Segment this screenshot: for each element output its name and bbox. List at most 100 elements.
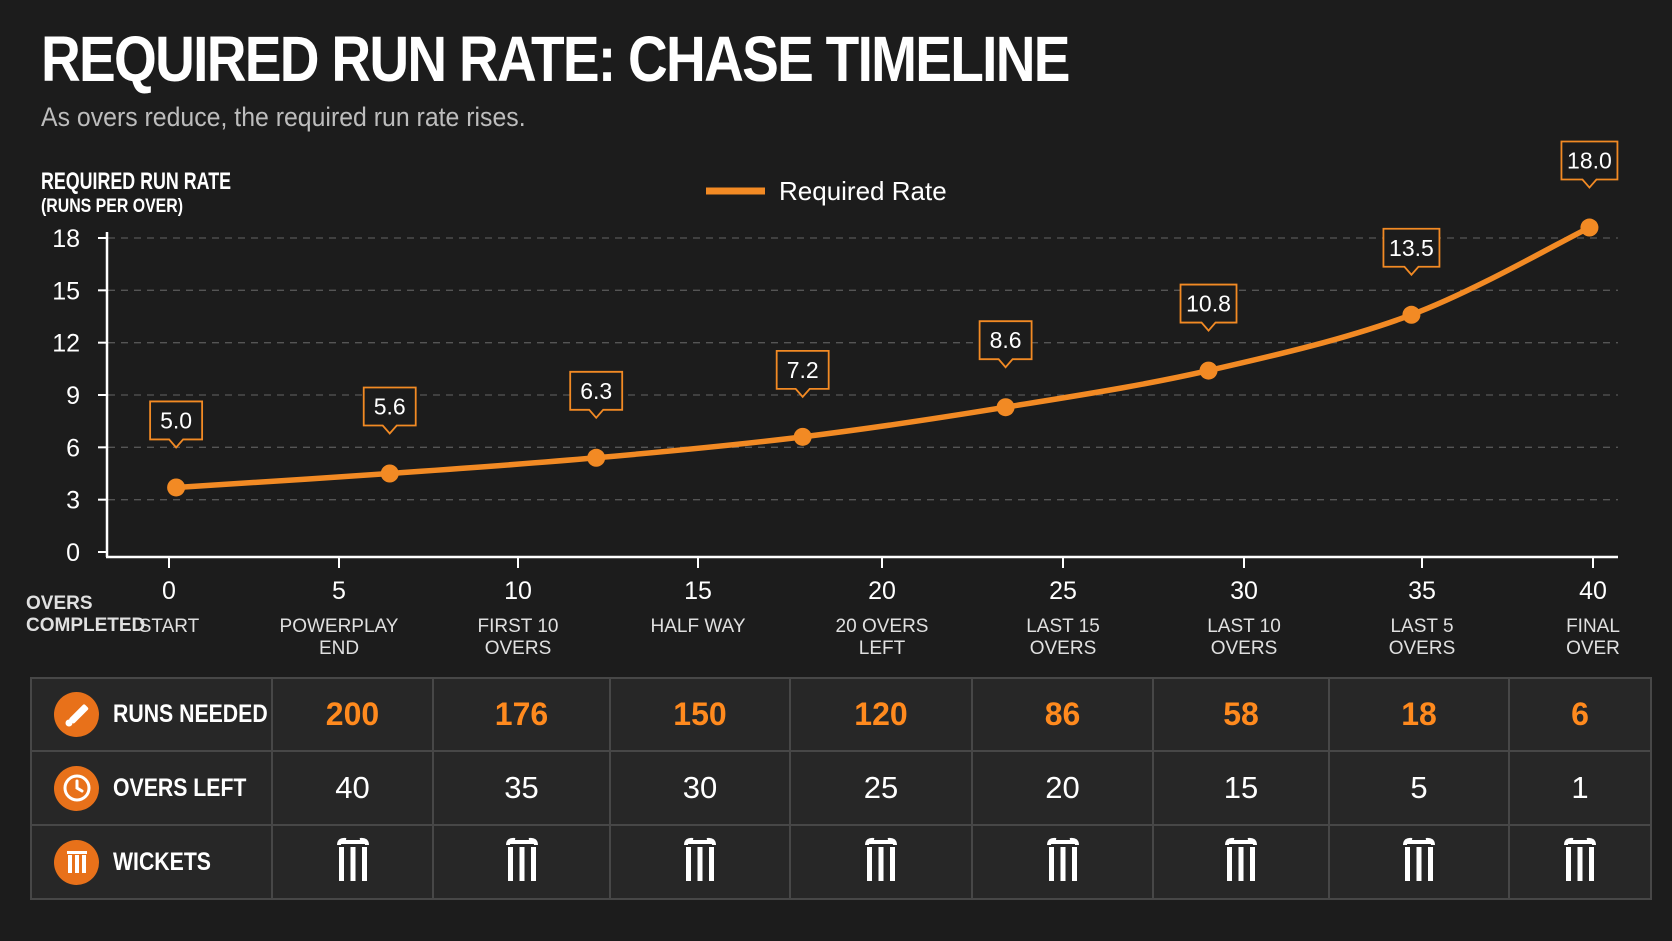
cell-value: 35 bbox=[504, 770, 539, 805]
row-label: OVERS LEFT bbox=[113, 773, 247, 802]
row-header: RUNS NEEDED bbox=[30, 677, 273, 752]
y-axis-subtitle: (RUNS PER OVER) bbox=[41, 196, 183, 217]
data-label: 6.3 bbox=[580, 378, 612, 404]
table-row: WICKETS bbox=[30, 824, 1652, 900]
data-point bbox=[793, 427, 812, 446]
x-tick-label: 35 bbox=[1408, 577, 1436, 605]
clock-icon bbox=[54, 765, 99, 811]
table-cell bbox=[971, 824, 1154, 900]
cell-value: 5 bbox=[1410, 770, 1428, 805]
stumps-icon bbox=[505, 837, 539, 887]
table-cell: 120 bbox=[789, 677, 973, 752]
cell-value: 58 bbox=[1223, 696, 1259, 732]
stumps-icon bbox=[54, 839, 99, 885]
y-tick-label: 15 bbox=[52, 277, 80, 305]
table-cell: 18 bbox=[1328, 677, 1510, 752]
x-tick-sublabel: OVERS bbox=[1389, 638, 1456, 659]
x-tick-sublabel: START bbox=[139, 616, 200, 637]
data-label: 18.0 bbox=[1567, 148, 1612, 174]
row-header: OVERS LEFT bbox=[30, 750, 273, 826]
data-point bbox=[380, 464, 399, 483]
cell-value: 15 bbox=[1223, 770, 1259, 805]
data-label-box bbox=[978, 320, 1033, 369]
data-label-box bbox=[1382, 227, 1441, 277]
stumps-icon bbox=[1402, 837, 1436, 887]
x-tick-sublabel: FINAL bbox=[1566, 616, 1620, 637]
x-tick-sublabel: LAST 10 bbox=[1207, 616, 1281, 637]
page-title: REQUIRED RUN RATE: CHASE TIMELINE bbox=[41, 23, 1070, 95]
data-label: 10.8 bbox=[1186, 291, 1231, 317]
x-tick-sublabel: POWERPLAY bbox=[280, 616, 399, 637]
y-tick-label: 12 bbox=[52, 330, 80, 358]
table-cell: 15 bbox=[1152, 750, 1330, 826]
data-point bbox=[1580, 218, 1599, 237]
table-cell: 35 bbox=[432, 750, 611, 826]
table-cell bbox=[789, 824, 973, 900]
table-cell: 150 bbox=[609, 677, 791, 752]
x-tick-label: 30 bbox=[1230, 577, 1258, 605]
stats-table: RUNS NEEDED 200 176 150 120 86 58 18 6 OVERS LEFT… bbox=[30, 677, 1652, 900]
table-cell: 40 bbox=[271, 750, 434, 826]
table-row: RUNS NEEDED 200 176 150 120 86 58 18 6 bbox=[30, 677, 1652, 752]
table-cell bbox=[432, 824, 611, 900]
cell-value: 20 bbox=[1045, 770, 1080, 805]
x-tick-label: 15 bbox=[684, 577, 712, 605]
y-tick-label: 6 bbox=[66, 434, 80, 462]
table-row: OVERS LEFT 40 35 30 25 20 15 5 1 bbox=[30, 750, 1652, 826]
x-tick-sublabel: LAST 15 bbox=[1026, 616, 1100, 637]
cell-value: 18 bbox=[1401, 696, 1437, 732]
table-cell bbox=[271, 824, 434, 900]
cell-value: 176 bbox=[494, 696, 549, 732]
data-point bbox=[587, 448, 606, 467]
x-tick-label: 5 bbox=[332, 577, 346, 605]
series-line-required-rate bbox=[173, 224, 1593, 491]
data-label-box bbox=[1560, 140, 1619, 189]
data-label: 5.6 bbox=[374, 394, 406, 420]
x-tick-sublabel: LEFT bbox=[859, 638, 906, 659]
data-label: 7.2 bbox=[787, 357, 819, 383]
y-tick-label: 0 bbox=[66, 539, 80, 567]
table-cell: 58 bbox=[1152, 677, 1330, 752]
table-cell bbox=[1508, 824, 1652, 900]
table-cell: 1 bbox=[1508, 750, 1652, 826]
x-tick-label: 25 bbox=[1049, 577, 1077, 605]
data-label: 5.0 bbox=[160, 407, 192, 433]
table-cell: 200 bbox=[271, 677, 434, 752]
stumps-icon bbox=[864, 837, 898, 887]
data-point bbox=[167, 478, 186, 497]
x-tick-sublabel: LAST 5 bbox=[1390, 616, 1453, 637]
x-tick-label: 0 bbox=[162, 577, 176, 605]
stumps-icon bbox=[1046, 837, 1080, 887]
y-tick-label: 18 bbox=[52, 225, 80, 253]
x-tick-sublabel: OVERS bbox=[485, 638, 552, 659]
table-cell: 30 bbox=[609, 750, 791, 826]
stumps-icon bbox=[336, 837, 370, 887]
stumps-icon bbox=[683, 837, 717, 887]
table-cell: 86 bbox=[971, 677, 1154, 752]
cell-value: 120 bbox=[854, 696, 908, 732]
x-axis-title-line2: COMPLETED bbox=[26, 615, 145, 636]
data-label-box bbox=[569, 370, 624, 420]
x-tick-sublabel: FIRST 10 bbox=[478, 616, 559, 637]
x-tick-sublabel: 20 OVERS bbox=[836, 616, 929, 637]
x-tick-sublabel: END bbox=[319, 638, 359, 659]
x-axis-title-line1: OVERS bbox=[26, 593, 93, 614]
y-tick-label: 9 bbox=[66, 382, 80, 410]
table-cell: 176 bbox=[432, 677, 611, 752]
x-tick-label: 20 bbox=[868, 577, 896, 605]
table-cell bbox=[609, 824, 791, 900]
legend-label: Required Rate bbox=[779, 176, 947, 206]
table-cell bbox=[1328, 824, 1510, 900]
data-label: 8.6 bbox=[990, 327, 1022, 353]
cell-value: 200 bbox=[325, 696, 380, 732]
x-tick-sublabel: OVER bbox=[1566, 638, 1620, 659]
data-label-box bbox=[1179, 283, 1238, 332]
page-subtitle: As overs reduce, the required run rate r… bbox=[41, 102, 526, 132]
stumps-icon bbox=[1224, 837, 1258, 887]
x-tick-sublabel: OVERS bbox=[1211, 638, 1278, 659]
table-cell bbox=[1152, 824, 1330, 900]
table-cell: 25 bbox=[789, 750, 973, 826]
data-label-box bbox=[362, 386, 417, 435]
